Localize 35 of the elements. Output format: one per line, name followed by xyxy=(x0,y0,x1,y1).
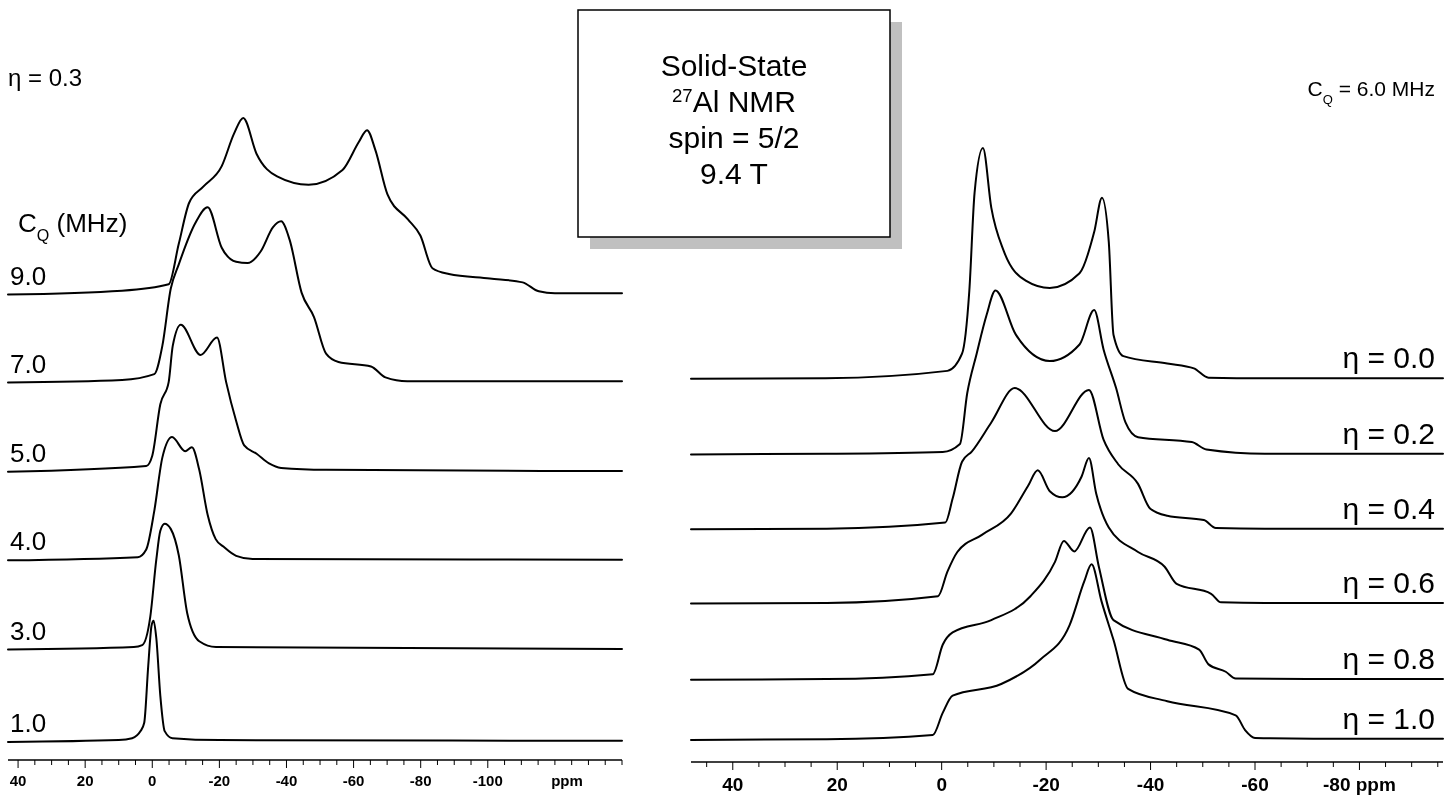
x-tick-label: 0 xyxy=(936,774,947,796)
text: $^{27}$Al NMR xyxy=(671,84,797,118)
x-tick-label: -40 xyxy=(1136,774,1165,796)
series-label: 3.0 xyxy=(10,615,47,646)
x-axis-title: ppm xyxy=(551,772,583,789)
series-label: 4.0 xyxy=(10,526,47,557)
x-tick-label: -60 xyxy=(1241,774,1269,796)
x-tick-label: 20 xyxy=(826,774,848,796)
x-tick-label: 20 xyxy=(76,772,94,789)
series-label: η = 0.0 xyxy=(1342,341,1435,375)
x-tick-label: 40 xyxy=(722,774,744,796)
x-tick-label: 0 xyxy=(148,772,157,789)
x-tick-label: 40 xyxy=(9,772,27,789)
x-tick-label: -20 xyxy=(208,772,231,789)
text: Solid-State xyxy=(660,49,808,82)
x-tick-label: -20 xyxy=(1032,774,1060,796)
legend-title: C$_{Q}$ (MHz) xyxy=(18,208,128,244)
x-tick-label: -100 xyxy=(472,772,503,789)
series-label: 9.0 xyxy=(10,260,47,291)
series-label: η = 0.6 xyxy=(1342,565,1435,599)
x-tick-label: -60 xyxy=(342,772,365,789)
chart-subtitle: η = 0.3 xyxy=(8,64,83,91)
annotation: 9.4 T xyxy=(700,157,768,190)
series-label: 5.0 xyxy=(10,437,47,468)
x-tick-label: -80 xyxy=(409,772,432,789)
series-label: 1.0 xyxy=(10,708,47,739)
x-tick-label: -40 xyxy=(275,772,298,789)
x-tick-label: -80 ppm xyxy=(1323,774,1396,796)
series-label: η = 0.4 xyxy=(1342,491,1435,525)
series-label: η = 1.0 xyxy=(1342,701,1435,735)
chart-subtitle: C$_{Q}$ = 6.0 MHz xyxy=(1307,77,1435,107)
series-label: 7.0 xyxy=(10,348,47,379)
annotation: spin = 5/2 xyxy=(668,121,800,154)
series-label: η = 0.2 xyxy=(1342,416,1435,450)
series-label: η = 0.8 xyxy=(1342,642,1435,676)
